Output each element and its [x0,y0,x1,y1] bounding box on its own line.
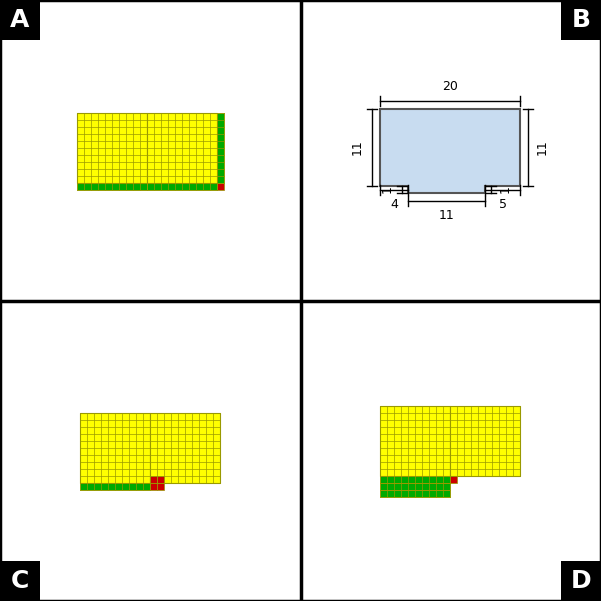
Text: C: C [11,569,29,593]
Bar [380,406,450,475]
Bar [157,475,164,483]
Text: A: A [10,8,29,32]
Bar [147,183,216,189]
Text: 20: 20 [442,80,458,93]
Bar [450,406,520,475]
Bar [561,0,601,40]
Text: 1: 1 [499,186,512,194]
Bar [76,112,147,183]
Text: 4: 4 [390,198,398,211]
Bar [561,561,601,601]
Polygon shape [380,109,520,193]
Text: 1: 1 [381,186,394,194]
Bar [380,475,450,483]
Text: 11: 11 [439,209,454,222]
Text: D: D [571,569,591,593]
Bar [147,112,216,183]
Bar [450,475,457,483]
Text: 11: 11 [351,139,364,156]
Bar [216,183,224,189]
Bar [150,475,157,483]
Text: 11: 11 [536,139,549,156]
Bar [380,489,450,496]
Bar [76,183,147,189]
Text: B: B [572,8,591,32]
Bar [0,0,40,40]
Text: 5: 5 [498,198,507,211]
Bar [150,483,157,489]
Bar [80,412,150,483]
Bar [0,561,40,601]
Bar [216,112,224,183]
Bar [150,412,220,483]
Bar [80,483,150,489]
Bar [157,483,164,489]
Bar [380,483,450,489]
